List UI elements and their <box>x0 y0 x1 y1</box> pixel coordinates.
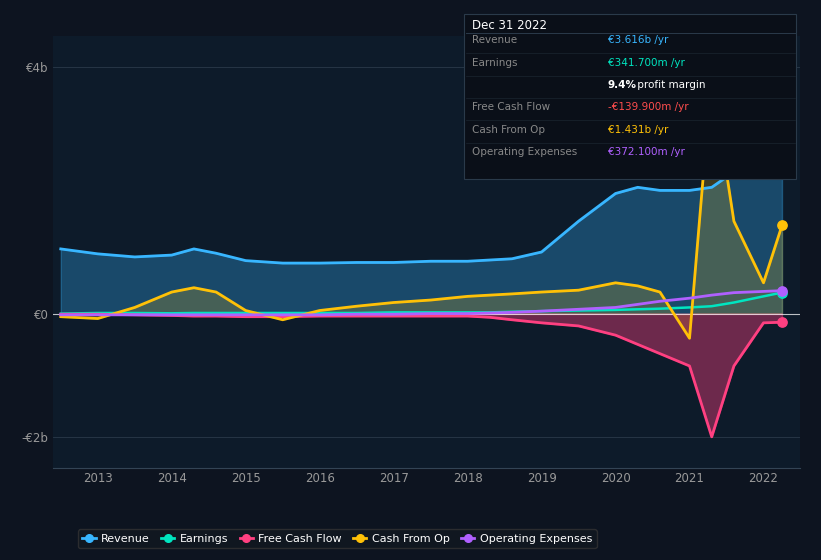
Text: Earnings: Earnings <box>472 58 517 68</box>
Text: €1.431b /yr: €1.431b /yr <box>608 125 668 135</box>
Point <box>775 221 788 230</box>
Text: Cash From Op: Cash From Op <box>472 125 545 135</box>
Text: Dec 31 2022: Dec 31 2022 <box>472 18 547 31</box>
Text: Free Cash Flow: Free Cash Flow <box>472 102 550 113</box>
Point <box>775 288 788 297</box>
Legend: Revenue, Earnings, Free Cash Flow, Cash From Op, Operating Expenses: Revenue, Earnings, Free Cash Flow, Cash … <box>78 529 597 548</box>
Text: profit margin: profit margin <box>634 80 705 90</box>
Point <box>775 86 788 95</box>
Text: Revenue: Revenue <box>472 35 517 45</box>
Text: €3.616b /yr: €3.616b /yr <box>608 35 668 45</box>
Point <box>775 286 788 295</box>
Text: €372.100m /yr: €372.100m /yr <box>608 147 685 157</box>
Text: 9.4%: 9.4% <box>608 80 636 90</box>
Point <box>775 318 788 326</box>
Text: Operating Expenses: Operating Expenses <box>472 147 577 157</box>
Text: -€139.900m /yr: -€139.900m /yr <box>608 102 688 113</box>
Text: €341.700m /yr: €341.700m /yr <box>608 58 685 68</box>
